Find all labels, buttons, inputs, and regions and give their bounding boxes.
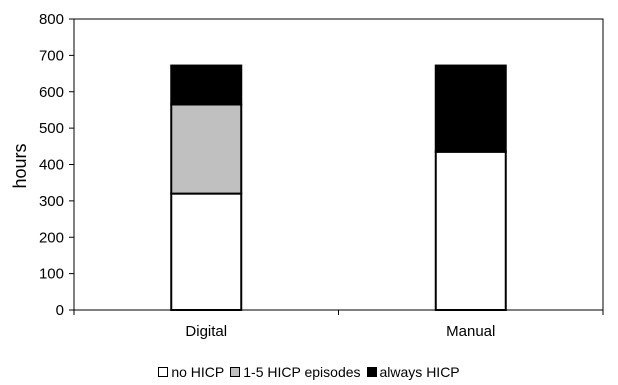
- x-tick-label-manual: Manual: [446, 323, 495, 340]
- bar-manual-always-hicp: [434, 64, 507, 153]
- y-tick-label-0: 0: [56, 302, 64, 319]
- legend-item-no-hicp: no HICP: [158, 364, 224, 380]
- chart: hours 0 100 200 300 400 500 600 700 800 Digital Ma…: [10, 11, 604, 340]
- bar-digital-always-hicp: [170, 64, 243, 106]
- x-tick-label-digital: Digital: [185, 323, 227, 340]
- legend-label-always-hicp: always HICP: [379, 364, 460, 380]
- y-tick-label-500: 500: [39, 120, 64, 137]
- legend-item-1-5-hicp-episodes: 1-5 HICP episodes: [230, 364, 361, 380]
- plot-frame: [73, 18, 604, 311]
- bar-manual-no-hicp: [434, 150, 507, 311]
- y-tick-label-400: 400: [39, 157, 64, 174]
- legend-swatch-1-5-hicp-episodes: [230, 367, 241, 377]
- y-axis-title: hours: [10, 143, 30, 188]
- y-tick-label-700: 700: [39, 47, 64, 64]
- legend: no HICP 1-5 HICP episodes always HICP: [0, 362, 618, 382]
- bar-digital-no-hicp: [170, 192, 243, 312]
- legend-swatch-always-hicp: [366, 367, 377, 377]
- y-tick-label-300: 300: [39, 193, 64, 210]
- legend-label-no-hicp: no HICP: [171, 364, 225, 380]
- legend-label-1-5-hicp-episodes: 1-5 HICP episodes: [243, 364, 361, 380]
- plot-area: 0 100 200 300 400 500 600 700 800 Digital Manual: [39, 11, 604, 340]
- y-tick-label-100: 100: [39, 266, 64, 283]
- y-tick-label-800: 800: [39, 11, 64, 28]
- bar-digital-1-5-hicp-episodes: [170, 103, 243, 195]
- y-tick-label-200: 200: [39, 229, 64, 246]
- legend-item-always-hicp: always HICP: [366, 364, 460, 380]
- y-tick-label-600: 600: [39, 84, 64, 101]
- legend-swatch-no-hicp: [158, 367, 169, 377]
